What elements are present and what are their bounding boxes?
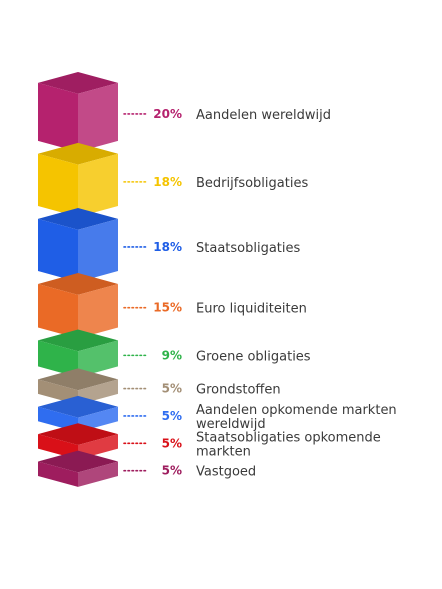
cube-left-face [38,379,78,405]
value-label: 5% [162,464,182,478]
value-label: 18% [153,240,182,254]
category-label: Staatsobligaties [196,241,301,256]
cube-6 [38,368,118,405]
category-label: Aandelen opkomende markten wereldwijd [196,403,397,432]
cube-right-face [78,283,118,339]
cube-right-face [78,218,118,282]
category-label: Vastgoed [196,465,256,480]
value-label: 20% [153,107,182,121]
category-label: Bedrijfsobligaties [196,176,308,191]
cube-8 [38,423,118,460]
category-label: Aandelen wereldwijd [196,108,331,123]
cube-right-face [78,153,118,217]
cube-right-face [78,461,118,487]
cube-top-face [38,142,118,165]
cube-2 [38,142,118,217]
cube-4 [38,273,118,339]
cube-right-face [78,340,118,378]
cube-left-face [38,461,78,487]
cube-top-face [38,423,118,445]
cube-1 [38,72,118,152]
value-label: 15% [153,301,182,315]
value-label: 18% [153,175,182,189]
cube-5 [38,329,118,378]
category-label: Grondstoffen [196,383,281,398]
cube-left-face [38,283,78,339]
cube-right-face [78,379,118,405]
cube-left-face [38,82,78,152]
cube-top-face [38,329,118,352]
cube-left-face [38,340,78,378]
cube-left-face [38,218,78,282]
cube-top-face [38,273,118,295]
cube-right-face [78,406,118,433]
cube-7 [38,395,118,433]
cube-left-face [38,153,78,217]
cube-top-face [38,207,118,230]
category-label: Euro liquiditeiten [196,302,307,317]
category-label: Staatsobligaties opkomende markten [196,430,381,459]
cube-9 [38,450,118,487]
cube-left-face [38,406,78,433]
value-label: 5% [162,382,182,396]
value-label: 9% [162,348,182,362]
cube-left-face [38,434,78,460]
cube-right-face [78,82,118,152]
category-label: Groene obligaties [196,349,311,364]
cube-3 [38,207,118,282]
value-label: 5% [162,409,182,423]
cube-right-face [78,434,118,460]
value-label: 5% [162,436,182,450]
